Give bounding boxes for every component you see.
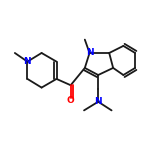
- Text: N: N: [94, 97, 102, 106]
- Text: N: N: [24, 57, 31, 66]
- Text: N: N: [86, 48, 93, 57]
- Text: O: O: [67, 96, 75, 105]
